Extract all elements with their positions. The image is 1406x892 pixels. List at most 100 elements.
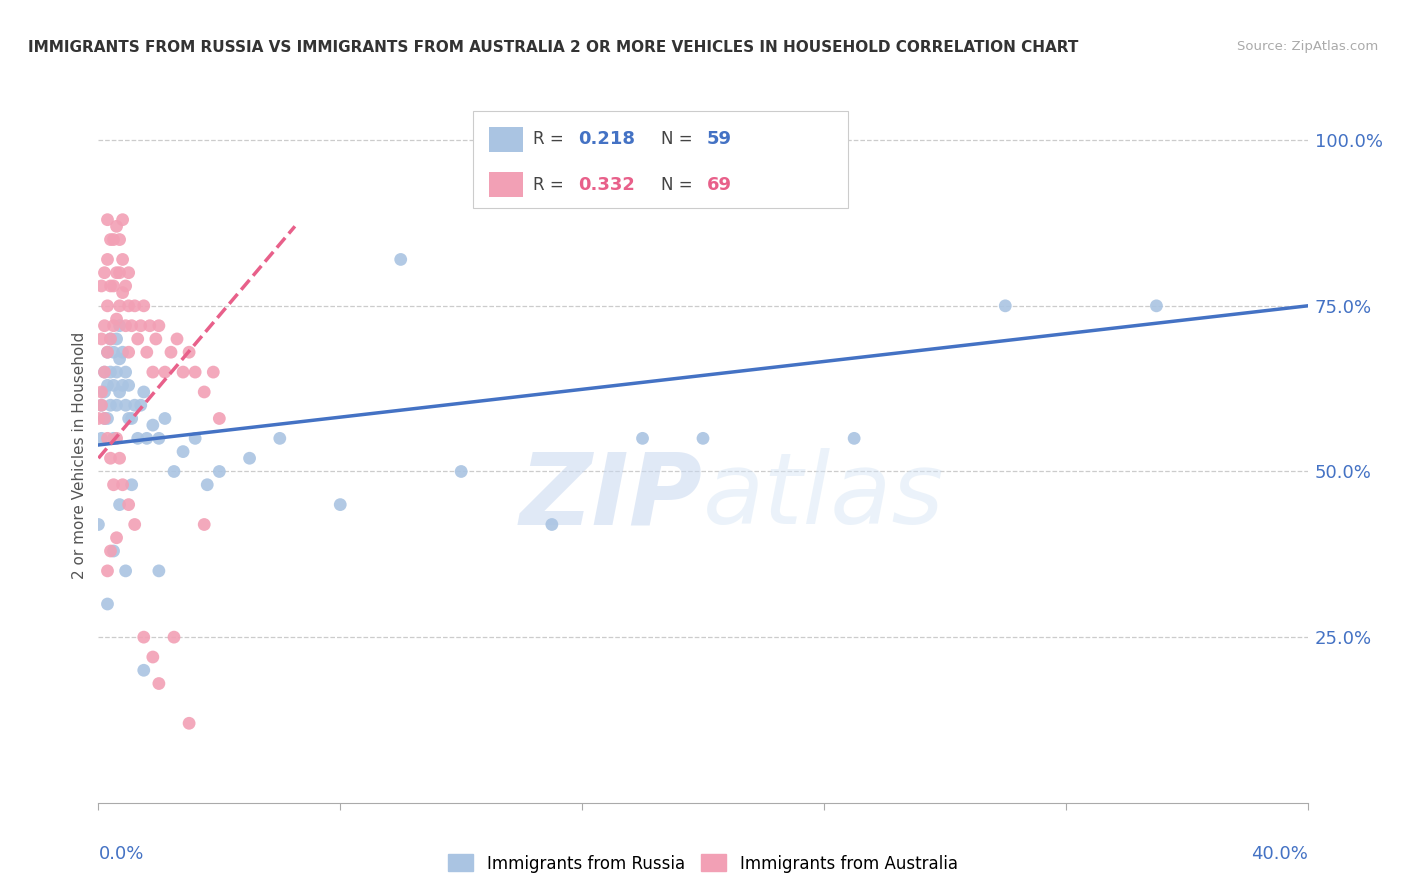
Point [193,517,215,532]
Text: N =: N = [661,176,697,194]
Point [108,233,131,247]
Point [111,378,134,392]
Point [105,312,128,326]
Point [450,465,472,479]
Point [129,398,152,412]
Point [105,266,128,280]
Point [90,431,112,445]
Point [202,365,225,379]
Text: ZIP: ZIP [520,448,703,545]
Point [163,630,186,644]
Point [195,477,218,491]
Point [93,411,115,425]
Point [90,384,112,399]
Point [105,431,128,445]
Point [142,418,165,433]
Point [96,378,118,392]
Point [269,431,291,445]
Point [90,332,112,346]
Text: 40.0%: 40.0% [1251,845,1308,863]
Point [132,384,155,399]
Point [153,411,176,425]
Point [87,411,110,425]
Point [100,332,122,346]
Y-axis label: 2 or more Vehicles in Household: 2 or more Vehicles in Household [72,331,87,579]
Point [142,365,165,379]
Text: 0.218: 0.218 [578,130,636,148]
Point [172,365,194,379]
Point [96,597,118,611]
Point [124,398,146,412]
Point [96,299,118,313]
Point [160,345,183,359]
Point [114,279,136,293]
Point [105,365,128,379]
Point [208,411,231,425]
Point [105,219,128,234]
Point [111,252,134,267]
Point [103,345,125,359]
Text: 69: 69 [707,176,731,194]
Point [93,384,115,399]
Point [93,411,115,425]
Point [108,498,131,512]
Point [148,318,170,333]
Point [108,384,131,399]
Point [111,345,134,359]
Point [103,233,125,247]
Point [692,431,714,445]
Point [93,318,115,333]
Point [163,465,186,479]
Point [108,451,131,466]
Point [148,431,170,445]
Point [90,398,112,412]
Point [108,318,131,333]
Text: 0.332: 0.332 [578,176,636,194]
Point [121,477,143,491]
Point [90,398,112,412]
Point [100,233,122,247]
Point [118,411,141,425]
Point [100,398,122,412]
Point [139,318,162,333]
Point [100,365,122,379]
Point [96,345,118,359]
Point [124,517,146,532]
Point [148,676,170,690]
Point [93,365,115,379]
Point [124,299,146,313]
Point [103,279,125,293]
FancyBboxPatch shape [489,127,523,152]
Point [540,517,562,532]
Point [105,398,128,412]
Point [153,365,176,379]
Point [844,431,866,445]
Point [129,318,152,333]
Point [111,285,134,300]
Point [172,444,194,458]
Text: 59: 59 [707,130,731,148]
Point [127,431,149,445]
Text: 0.0%: 0.0% [98,845,143,863]
Point [389,252,412,267]
Point [103,544,125,558]
Point [193,384,215,399]
FancyBboxPatch shape [474,111,848,208]
Point [96,252,118,267]
Point [118,266,141,280]
Point [96,345,118,359]
Point [184,431,207,445]
Point [114,398,136,412]
Point [105,531,128,545]
Point [96,564,118,578]
Point [184,365,207,379]
Text: IMMIGRANTS FROM RUSSIA VS IMMIGRANTS FROM AUSTRALIA 2 OR MORE VEHICLES IN HOUSEH: IMMIGRANTS FROM RUSSIA VS IMMIGRANTS FRO… [28,40,1078,55]
Point [111,212,134,227]
Point [145,332,167,346]
Point [114,564,136,578]
Point [96,411,118,425]
Point [100,332,122,346]
Point [108,351,131,366]
Point [96,212,118,227]
Point [108,299,131,313]
